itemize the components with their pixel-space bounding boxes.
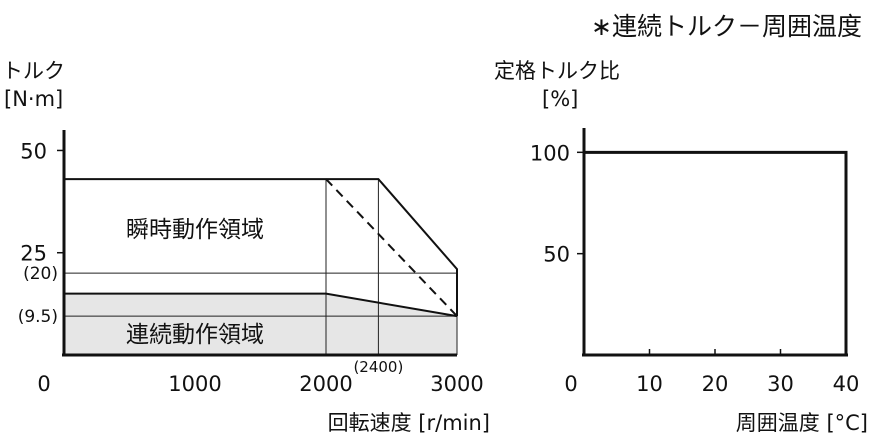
continuous-region-line [64,292,458,318]
right-ylabel: 定格トルク比 [494,59,620,83]
instantaneous-region-label: 瞬時動作領域 [126,217,264,243]
right-x-tick-label: 10 [636,372,663,396]
right-x-tick-label: 40 [833,372,860,396]
right-y-tick-label: 100 [530,141,570,165]
header-note: ∗連続トルク－周囲温度 [591,12,862,41]
left-y-tick-label: (9.5) [18,307,58,327]
continuous-region-fill [64,293,457,355]
left-y-tick-label: 50 [20,139,47,163]
x-annotation-label: (2400) [353,358,403,376]
left-x-tick-label: 0 [37,372,50,396]
left-x-tick-label: 1000 [168,372,221,396]
left-yunit: [N·m] [4,87,63,111]
left-y-tick-label: 25 [20,242,47,266]
instantaneous-region-line [64,178,458,317]
derating-line [584,150,848,355]
speed-torque-chart: トルク [N·m] 50 25(20) (9.5) 0 1000 2000 3000 (240… [2,59,490,435]
right-y-tick-label: 50 [543,243,570,267]
temperature-derating-chart: 定格トルク比 [%] 100 50 0 10 20 30 40 周囲温度 [°C] [494,59,868,435]
left-y-tick-label: (20) [23,264,58,284]
left-xlabel: 回転速度 [r/min] [328,411,490,435]
left-x-tick-label: 2000 [299,372,352,396]
right-x-tick-label: 20 [702,372,729,396]
left-plot-area: 50 25(20) (9.5) 0 1000 2000 3000 (2400) 瞬時動作領域連続… [18,130,484,396]
right-plot-area: 100 50 0 10 20 30 40 [530,128,859,396]
continuous-region-label: 連続動作領域 [126,322,264,348]
left-ylabel: トルク [2,59,65,83]
right-yunit: [%] [542,87,578,111]
right-xlabel: 周囲温度 [°C] [736,411,868,435]
right-x-tick-label: 0 [564,372,577,396]
left-x-tick-label: 3000 [430,372,483,396]
right-x-tick-label: 30 [767,372,794,396]
dashed-boundary-line [325,178,458,317]
